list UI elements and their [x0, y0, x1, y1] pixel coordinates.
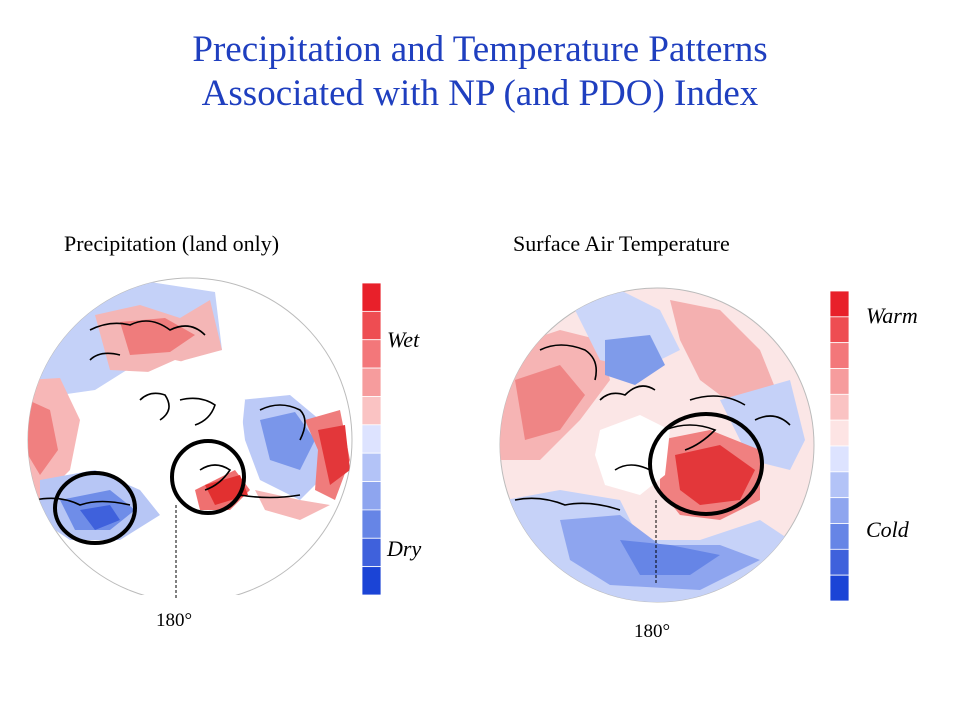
cold-label: Cold [866, 517, 909, 542]
right-highlight-circle [648, 412, 764, 516]
precip-scale-swatch [361, 310, 382, 341]
precipitation-map [27, 277, 363, 603]
slide-title-line-1: Precipitation and Temperature Patterns [192, 29, 768, 70]
warm-label: Warm [866, 303, 918, 328]
precip-scale-swatch [361, 282, 382, 312]
temp-scale-swatch [829, 342, 850, 369]
left-meridian-label: 180° [156, 610, 193, 631]
left-highlight-circle-2 [170, 439, 246, 515]
precip-scale-swatch [361, 566, 382, 596]
precipitation-panel-title: Precipitation (land only) [64, 231, 280, 256]
precip-scale-swatch [361, 481, 382, 511]
temp-scale-swatch [829, 471, 850, 499]
temperature-color-scale [829, 290, 850, 602]
temp-scale-swatch [829, 290, 850, 318]
precip-scale-swatch [361, 452, 382, 482]
precip-scale-swatch [361, 537, 382, 568]
precip-scale-swatch [361, 509, 382, 539]
precip-scale-swatch [361, 339, 382, 369]
precipitation-color-scale [361, 282, 382, 596]
right-meridian-label: 180° [634, 621, 671, 642]
temp-scale-swatch [829, 393, 850, 421]
slide-title-line-2: Associated with NP (and PDO) Index [201, 73, 759, 114]
left-highlight-circle-1 [53, 471, 137, 545]
temp-scale-swatch [829, 368, 850, 395]
temperature-panel-title: Surface Air Temperature [513, 231, 730, 256]
temp-scale-swatch [829, 523, 850, 550]
temp-scale-swatch [829, 497, 850, 524]
temperature-map [499, 287, 815, 603]
precip-scale-swatch [361, 367, 382, 397]
slide-title: Precipitation and Temperature Patterns A… [0, 28, 960, 116]
temp-scale-swatch [829, 548, 850, 576]
temp-scale-swatch [829, 316, 850, 344]
dry-label: Dry [387, 536, 422, 561]
precip-scale-swatch [361, 396, 382, 426]
temp-scale-swatch [829, 419, 850, 447]
temp-scale-swatch [829, 445, 850, 473]
precip-scale-swatch [361, 424, 382, 454]
temp-scale-swatch [829, 574, 850, 602]
wet-label: Wet [387, 327, 420, 352]
